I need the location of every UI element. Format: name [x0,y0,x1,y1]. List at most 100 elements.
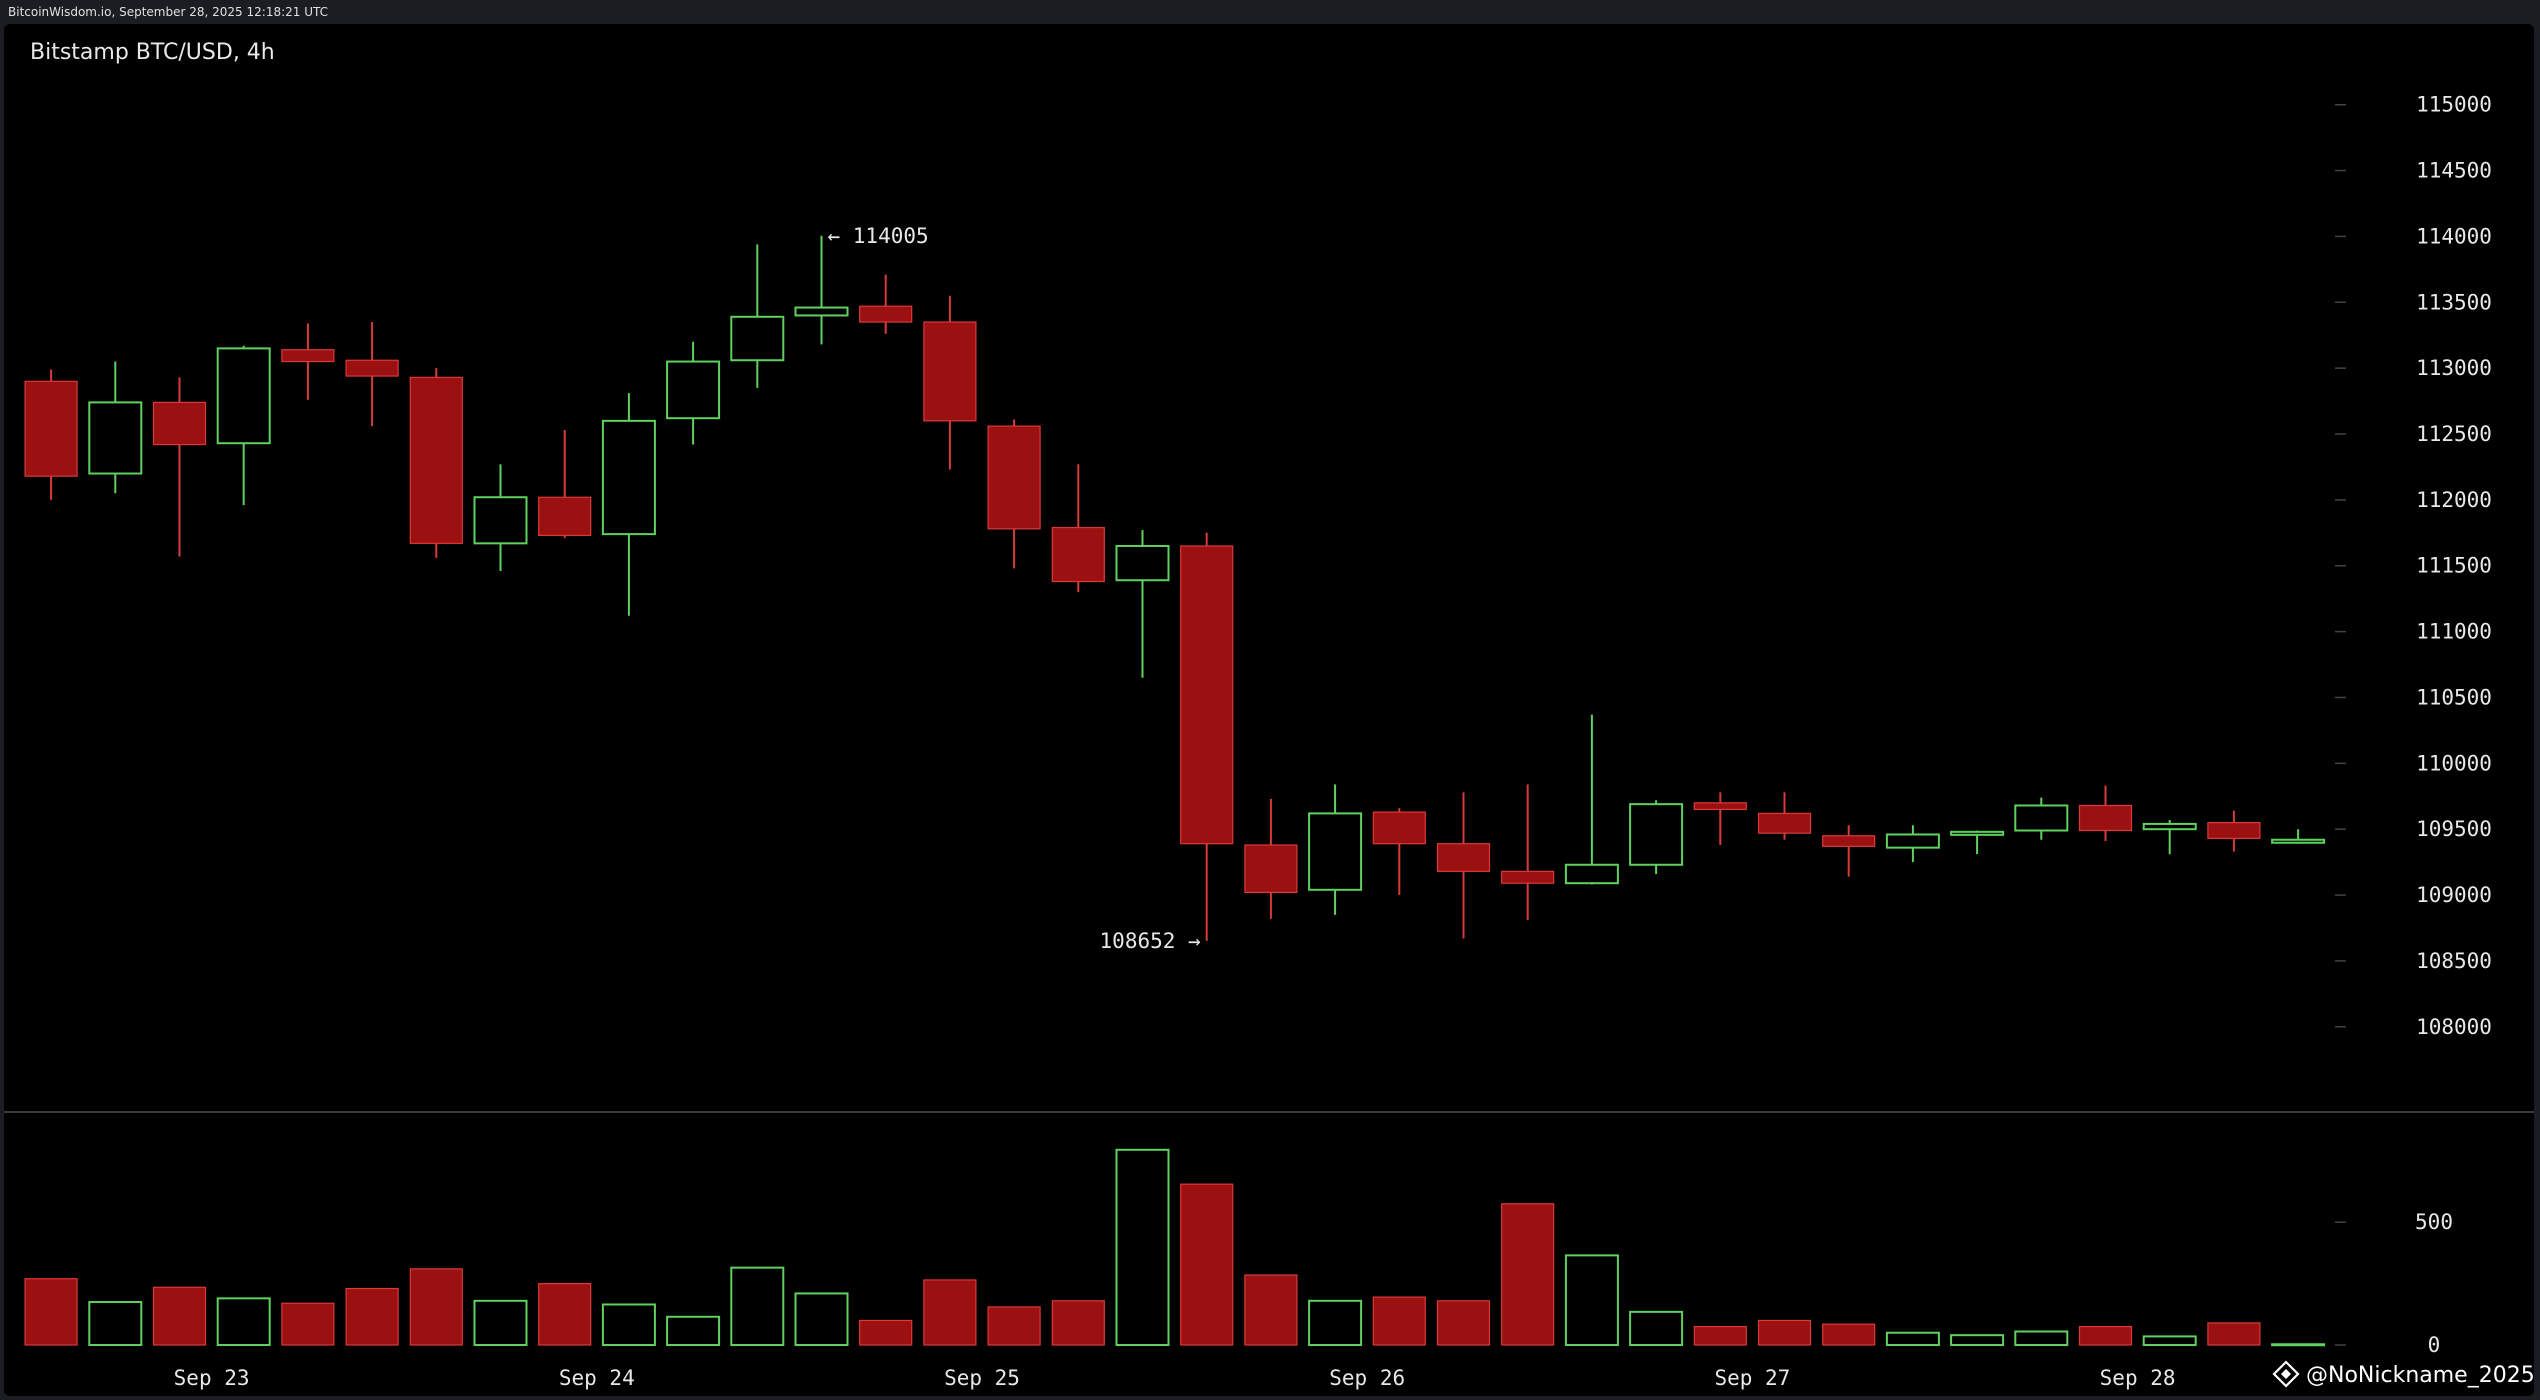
price-tick-label: 113000 [2416,356,2492,380]
candle-body-down [987,425,1041,530]
candle-body-up [216,347,271,445]
candle-body-down [1501,870,1555,884]
price-tick-label: 111000 [2416,620,2492,644]
candle-body-down [859,305,913,323]
volume-bar-up [1115,1148,1170,1346]
candle-body-up [473,496,528,545]
candle-body-down [923,321,977,422]
candle-body-down [152,401,207,446]
volume-bar-up [1950,1334,2005,1346]
price-annotations: ← 114005 108652 → [828,224,1201,953]
candle-body-down [538,496,592,537]
volume-bar-up [730,1266,785,1347]
time-axis: Sep 23 Sep 24 Sep 25 Sep 26 Sep 27 Sep 28 [174,1366,2176,1390]
volume-bar-up [1629,1310,1684,1346]
volume-bar-up [473,1299,528,1347]
candlestick-chart[interactable]: Bitstamp BTC/USD, 4h 1150001145001140001… [4,24,2534,1396]
price-axis: 115000 114500 114000 113500 113000 112500 1120… [2335,93,2492,1039]
price-tick-label: 111500 [2416,554,2492,578]
date-tick-label: Sep 24 [559,1366,635,1390]
volume-bar-down [538,1283,592,1346]
volume-bar-down [1757,1319,1812,1346]
candle-body-up [2014,804,2069,832]
candle-body-up [1950,830,2005,836]
price-tick-label: 112000 [2416,488,2492,512]
volume-bar-down [1501,1203,1555,1346]
volume-bar-up [794,1292,849,1347]
volume-bar-down [1051,1300,1105,1346]
top-caption-bar: BitcoinWisdom.io, September 28, 2025 12:… [0,0,2540,24]
volume-bar-up [601,1303,656,1346]
price-tick-label: 108000 [2416,1015,2492,1039]
candle-body-down [281,349,335,363]
price-annotation: 108652 → [1100,929,1201,953]
logo-outer-diamond [2272,1360,2300,1388]
chart-panel[interactable]: Bitstamp BTC/USD, 4h 115000 114500 114000 1… [4,24,2534,1396]
candle-body-down [409,376,463,544]
candle-body-down [1051,526,1105,583]
candle-body-up [794,306,849,317]
candle-body-down [2078,804,2133,832]
volume-bar-down [923,1279,977,1346]
candle-body-down [1436,843,1491,872]
volume-bar-down [152,1286,207,1346]
volume-bar-up [88,1301,143,1347]
volume-bar-up [2142,1335,2197,1346]
candle-body-down [1244,844,1298,894]
price-tick-label: 113500 [2416,290,2492,314]
volume-bar-down [345,1287,399,1346]
date-tick-label: Sep 23 [174,1366,250,1390]
candle-body-down [24,380,78,477]
price-tick-label: 115000 [2416,93,2492,117]
price-tick-label: 114500 [2416,159,2492,183]
candle-body-up [1308,812,1363,891]
candle-body-up [666,360,721,420]
price-tick-label: 108500 [2416,949,2492,973]
candle-body-up [730,315,785,362]
logo-inner-diamond [2281,1369,2291,1379]
volume-bar-down [987,1306,1041,1346]
candle-body-up [88,401,143,475]
watermark: @NoNickname_2025 [2272,1360,2534,1388]
volume-bar-down [2078,1325,2133,1346]
volume-bar-down [24,1278,78,1346]
price-annotation: ← 114005 [828,224,929,248]
volume-bar-up [2271,1343,2326,1347]
date-tick-label: Sep 27 [1714,1366,1790,1390]
candle-body-down [1693,802,1747,811]
candle-body-up [1564,863,1619,885]
volume-bar-down [1372,1296,1426,1346]
date-tick-label: Sep 25 [944,1366,1020,1390]
price-candles [24,235,2326,941]
price-tick-label: 114000 [2416,224,2492,248]
date-tick-label: Sep 26 [1329,1366,1405,1390]
volume-bar-down [1822,1323,1876,1346]
candle-body-down [345,359,399,377]
volume-bar-down [281,1302,335,1346]
candle-body-down [1372,811,1426,845]
volume-bar-down [1244,1274,1298,1346]
volume-bar-down [409,1268,463,1346]
candle-body-down [1757,812,1812,834]
chart-title: Bitstamp BTC/USD, 4h [30,40,275,65]
volume-bar-up [1564,1254,1619,1346]
candle-body-up [601,419,656,536]
price-tick-label: 112500 [2416,422,2492,446]
volume-bar-down [859,1319,913,1346]
candle-body-up [2142,822,2197,831]
volume-bar-down [1180,1183,1234,1346]
candle-body-down [2207,822,2261,840]
volume-bar-up [666,1315,721,1346]
volume-bar-down [1693,1325,1747,1346]
candle-body-up [2271,838,2326,844]
candle-body-up [1629,803,1684,866]
price-tick-label: 109500 [2416,817,2492,841]
binance-logo-icon [2272,1360,2300,1388]
candle-body-up [1115,544,1170,582]
candle-body-down [1822,835,1876,847]
volume-bar-down [2207,1322,2261,1346]
volume-bar-up [2014,1330,2069,1346]
price-tick-label: 110500 [2416,685,2492,709]
volume-bar-up [1308,1299,1363,1347]
date-tick-label: Sep 28 [2100,1366,2176,1390]
